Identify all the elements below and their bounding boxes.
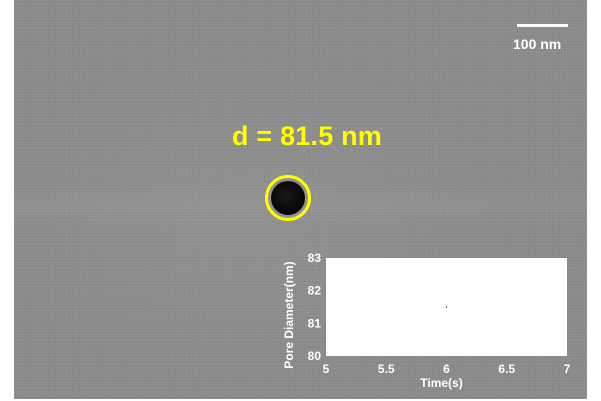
inset-chart-svg: 5 5.5 6 6.5 7 80 81 82 83 Time(s) Pore Diameter(… [282, 251, 571, 390]
pore [271, 181, 305, 215]
y-tick-label: 83 [308, 251, 322, 265]
x-tick-label: 6.5 [498, 362, 515, 376]
y-axis-title: Pore Diameter(nm) [282, 261, 296, 368]
y-tick-label: 81 [308, 316, 322, 330]
x-tick-label: 6 [443, 362, 450, 376]
scale-bar-label: 100 nm [513, 36, 562, 52]
x-tick-label: 7 [564, 362, 571, 376]
x-tick-label: 5 [323, 362, 330, 376]
scale-bar-group: 100 nm [512, 24, 572, 52]
y-tick-label: 80 [308, 349, 322, 363]
x-axis-title: Time(s) [420, 376, 462, 390]
pore-outline [265, 175, 311, 221]
x-tick-label: 5.5 [378, 362, 395, 376]
inset-chart: 5 5.5 6 6.5 7 80 81 82 83 Time(s) Pore Diameter(… [282, 251, 581, 396]
diameter-label: d = 81.5 nm [232, 121, 383, 151]
y-tick-label: 82 [308, 284, 322, 298]
scale-bar [517, 24, 568, 27]
data-point [445, 306, 448, 308]
